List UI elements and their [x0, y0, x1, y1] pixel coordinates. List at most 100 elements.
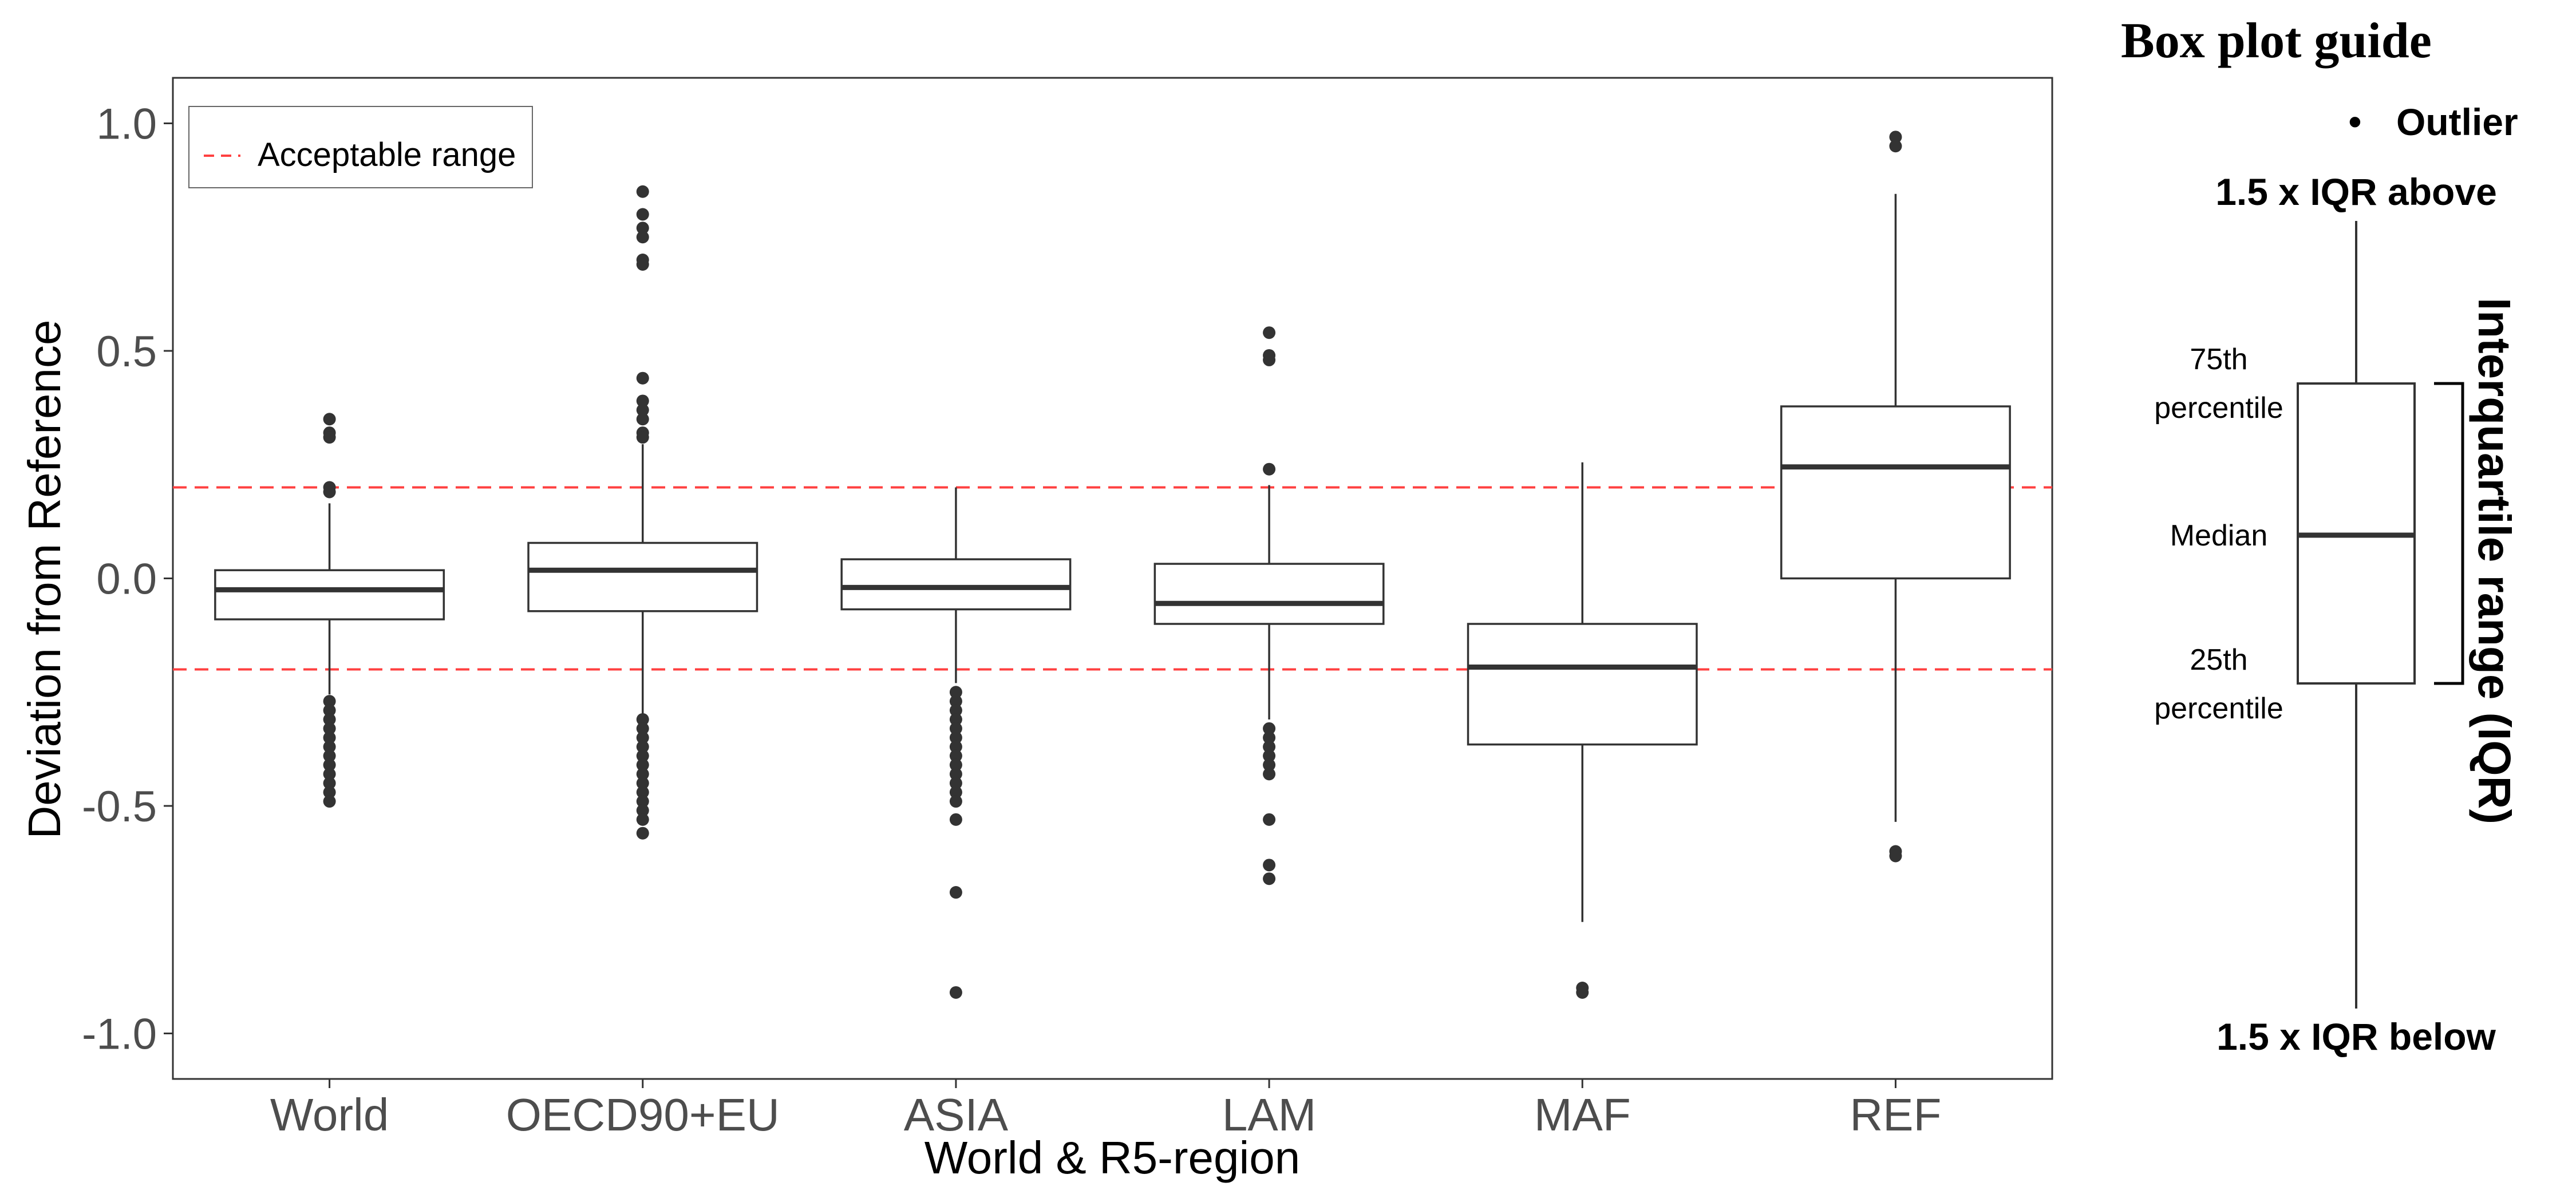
guide-25th-label-line1: 25th — [2190, 643, 2247, 677]
outlier-point-world-4 — [323, 485, 336, 499]
outlier-point-oecd90-eu-21 — [636, 795, 649, 808]
outlier-point-lam-3 — [1263, 462, 1276, 476]
outlier-point-asia-10 — [949, 777, 962, 790]
outlier-point-lam-11 — [1263, 859, 1276, 872]
outlier-point-lam-12 — [1263, 872, 1276, 885]
guide-lower-whisker-label: 1.5 x IQR below — [2217, 1015, 2496, 1058]
outlier-point-oecd90-eu-23 — [636, 813, 649, 826]
outlier-point-asia-7 — [949, 749, 962, 762]
outlier-point-world-0 — [323, 413, 336, 426]
outlier-point-oecd90-eu-15 — [636, 740, 649, 753]
outlier-point-world-10 — [323, 740, 336, 753]
outlier-point-world-5 — [323, 695, 336, 708]
outlier-point-oecd90-eu-13 — [636, 722, 649, 735]
x-axis-title: World & R5-region — [924, 1132, 1301, 1183]
box-asia — [840, 487, 1072, 999]
outlier-point-asia-0 — [949, 686, 962, 699]
outlier-point-oecd90-eu-6 — [636, 371, 649, 385]
outlier-point-world-2 — [323, 431, 336, 444]
outlier-point-lam-7 — [1263, 749, 1276, 762]
outlier-point-world-6 — [323, 704, 336, 717]
y-tick-label-1: -0.5 — [82, 782, 157, 831]
y-axis: -1.0 -0.5 0.0 0.5 1.0 — [82, 100, 173, 1059]
outlier-point-asia-4 — [949, 722, 962, 735]
outlier-point-asia-3 — [949, 713, 962, 726]
outlier-point-world-11 — [323, 749, 336, 762]
outlier-point-asia-2 — [949, 704, 962, 717]
x-tick-label-3: LAM — [1222, 1089, 1317, 1140]
box-series — [214, 131, 2011, 999]
guide-iqr-label: Interquartile range (IQR) — [2469, 298, 2520, 824]
outlier-point-oecd90-eu-17 — [636, 758, 649, 772]
outlier-bullet-icon: • — [2348, 100, 2362, 144]
outlier-point-oecd90-eu-7 — [636, 394, 649, 408]
outlier-point-oecd90-eu-12 — [636, 713, 649, 726]
outlier-point-lam-5 — [1263, 731, 1276, 744]
outlier-point-lam-10 — [1263, 813, 1276, 826]
outlier-point-oecd90-eu-3 — [636, 231, 649, 244]
plot-panel — [172, 77, 2053, 1080]
outlier-point-world-13 — [323, 768, 336, 781]
outlier-point-asia-11 — [949, 786, 962, 799]
x-tick-label-2: ASIA — [904, 1089, 1009, 1140]
box-plot-guide: Box plot guide • Outlier 1.5 x IQR above… — [2121, 13, 2520, 1058]
outlier-point-asia-13 — [949, 813, 962, 826]
outlier-point-world-7 — [323, 713, 336, 726]
outlier-point-asia-9 — [949, 768, 962, 781]
guide-outlier-label: Outlier — [2396, 101, 2518, 143]
outlier-point-lam-4 — [1263, 722, 1276, 735]
outlier-point-asia-14 — [949, 886, 962, 899]
outlier-point-world-9 — [323, 731, 336, 744]
box-lam — [1153, 326, 1385, 885]
y-tick-label-2: 0.0 — [96, 555, 157, 604]
outlier-point-lam-8 — [1263, 758, 1276, 772]
box-maf — [1467, 462, 1698, 999]
legend: Acceptable range — [188, 106, 533, 188]
outlier-point-world-12 — [323, 758, 336, 772]
outlier-point-lam-2 — [1263, 353, 1276, 366]
outlier-point-asia-12 — [949, 795, 962, 808]
outlier-point-lam-6 — [1263, 740, 1276, 753]
outlier-point-oecd90-eu-9 — [636, 413, 649, 426]
guide-upper-whisker-label: 1.5 x IQR above — [2215, 171, 2497, 213]
iqr-box-maf — [1467, 623, 1698, 746]
box-ref — [1780, 131, 2011, 863]
outlier-point-oecd90-eu-24 — [636, 827, 649, 840]
y-tick-label-0: -1.0 — [82, 1010, 157, 1059]
box-world — [214, 413, 445, 808]
outlier-point-ref-3 — [1889, 849, 1902, 863]
outlier-point-oecd90-eu-1 — [636, 208, 649, 221]
x-tick-label-5: REF — [1850, 1089, 1941, 1140]
outlier-point-oecd90-eu-18 — [636, 768, 649, 781]
outlier-point-ref-1 — [1889, 140, 1902, 153]
outlier-point-oecd90-eu-5 — [636, 258, 649, 271]
outlier-point-world-15 — [323, 786, 336, 799]
y-axis-title: Deviation from Reference — [19, 319, 70, 839]
outlier-point-oecd90-eu-20 — [636, 786, 649, 799]
guide-25th-label-line2: percentile — [2154, 692, 2283, 725]
outlier-point-oecd90-eu-11 — [636, 431, 649, 444]
outlier-point-world-8 — [323, 722, 336, 735]
guide-title: Box plot guide — [2121, 13, 2432, 69]
outlier-point-asia-15 — [949, 986, 962, 999]
outlier-point-oecd90-eu-19 — [636, 777, 649, 790]
outlier-point-world-14 — [323, 777, 336, 790]
box-oecd90-eu — [527, 185, 758, 840]
x-tick-label-1: OECD90+EU — [506, 1089, 780, 1140]
outlier-point-oecd90-eu-2 — [636, 222, 649, 235]
outlier-point-oecd90-eu-22 — [636, 804, 649, 817]
legend-entry-acceptable-range: Acceptable range — [258, 136, 516, 173]
y-tick-label-3: 0.5 — [96, 327, 157, 376]
iqr-box-ref — [1780, 405, 2011, 580]
x-tick-label-4: MAF — [1534, 1089, 1631, 1140]
outlier-point-oecd90-eu-0 — [636, 185, 649, 198]
x-axis: World OECD90+EU ASIA LAM MAF REF — [270, 1079, 1941, 1140]
iqr-box-lam — [1153, 563, 1385, 625]
guide-75th-label-line1: 75th — [2190, 343, 2247, 376]
outlier-point-lam-9 — [1263, 768, 1276, 781]
iqr-box-asia — [840, 558, 1072, 611]
outlier-point-oecd90-eu-8 — [636, 404, 649, 417]
outlier-point-world-16 — [323, 795, 336, 808]
acceptable-range-lines — [173, 486, 2052, 671]
